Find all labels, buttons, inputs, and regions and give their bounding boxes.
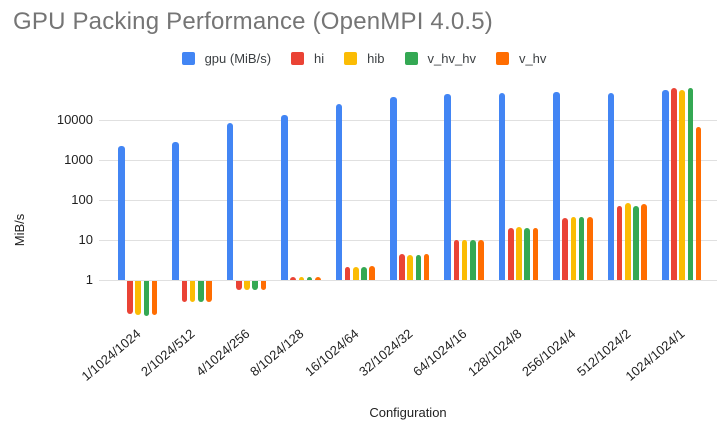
gridline bbox=[99, 280, 717, 281]
bar-v-hv-64-1024-16[interactable] bbox=[478, 240, 484, 280]
legend: gpu (MiB/s) hi hib v_hv_hv v_hv bbox=[0, 48, 728, 68]
bar-hib-16-1024-64[interactable] bbox=[353, 267, 359, 280]
bar-hib-32-1024-32[interactable] bbox=[407, 255, 413, 280]
bar-gpu-mib-s--2-1024-512[interactable] bbox=[172, 142, 179, 280]
bar-hib-8-1024-128[interactable] bbox=[298, 276, 305, 280]
legend-label: gpu (MiB/s) bbox=[204, 50, 272, 66]
y-tick-label: 1000 bbox=[64, 152, 93, 167]
bar-gpu-mib-s--16-1024-64[interactable] bbox=[335, 104, 343, 280]
bar-v-hv-hv-64-1024-16[interactable] bbox=[470, 240, 476, 280]
bar-gpu-mib-s--1-1024-1024[interactable] bbox=[118, 145, 125, 280]
bar-hi-1024-1024-1[interactable] bbox=[671, 88, 677, 280]
bar-hib-128-1024-8[interactable] bbox=[516, 227, 522, 280]
bar-hi-64-1024-16[interactable] bbox=[453, 240, 460, 280]
bar-hi-16-1024-64[interactable] bbox=[344, 267, 351, 280]
bar-hib-2-1024-512[interactable] bbox=[189, 281, 196, 302]
bar-hi-8-1024-128[interactable] bbox=[290, 276, 296, 280]
bar-hib-64-1024-16[interactable] bbox=[461, 240, 468, 280]
legend-item-v-hv-hv[interactable]: v_hv_hv bbox=[404, 50, 476, 66]
y-tick-label: 10000 bbox=[56, 112, 93, 127]
bar-v-hv-8-1024-128[interactable] bbox=[315, 276, 321, 280]
bar-hib-4-1024-256[interactable] bbox=[244, 281, 250, 290]
gridline bbox=[99, 120, 717, 121]
legend-item-hib[interactable]: hib bbox=[344, 50, 385, 66]
bar-hi-512-1024-2[interactable] bbox=[616, 205, 623, 280]
bar-hi-1-1024-1024[interactable] bbox=[127, 281, 133, 314]
bar-gpu-mib-s--8-1024-128[interactable] bbox=[281, 114, 288, 280]
bar-hib-256-1024-4[interactable] bbox=[570, 216, 577, 280]
gridline bbox=[99, 200, 717, 201]
bar-hi-2-1024-512[interactable] bbox=[181, 281, 188, 302]
y-tick-label: 1 bbox=[85, 272, 93, 287]
bar-v-hv-hv-16-1024-64[interactable] bbox=[361, 267, 367, 280]
bar-v-hv-4-1024-256[interactable] bbox=[260, 281, 267, 290]
bar-gpu-mib-s--64-1024-16[interactable] bbox=[444, 93, 451, 280]
bar-v-hv-512-1024-2[interactable] bbox=[641, 204, 647, 280]
bar-gpu-mib-s--1024-1024-1[interactable] bbox=[662, 90, 669, 280]
bar-gpu-mib-s--512-1024-2[interactable] bbox=[607, 92, 615, 280]
y-tick-label: 100 bbox=[71, 192, 93, 207]
bar-v-hv-hv-4-1024-256[interactable] bbox=[252, 281, 258, 290]
bar-v-hv-1-1024-1024[interactable] bbox=[151, 281, 158, 316]
bar-v-hv-2-1024-512[interactable] bbox=[206, 281, 212, 302]
bar-v-hv-32-1024-32[interactable] bbox=[423, 253, 430, 280]
bar-v-hv-hv-32-1024-32[interactable] bbox=[415, 254, 422, 280]
bar-v-hv-hv-2-1024-512[interactable] bbox=[198, 281, 204, 302]
bar-v-hv-hv-8-1024-128[interactable] bbox=[306, 276, 313, 280]
bar-hib-512-1024-2[interactable] bbox=[625, 203, 631, 280]
bar-hib-1-1024-1024[interactable] bbox=[135, 281, 141, 316]
bar-gpu-mib-s--256-1024-4[interactable] bbox=[553, 92, 560, 280]
legend-item-gpu-mib-s-[interactable]: gpu (MiB/s) bbox=[181, 50, 272, 66]
bar-hib-1024-1024-1[interactable] bbox=[679, 89, 685, 280]
bar-hi-128-1024-8[interactable] bbox=[508, 227, 514, 280]
legend-label: v_hv bbox=[518, 50, 547, 66]
bar-v-hv-hv-512-1024-2[interactable] bbox=[633, 205, 639, 280]
y-tick-label: 10 bbox=[78, 232, 93, 247]
bar-hi-4-1024-256[interactable] bbox=[236, 281, 242, 290]
legend-swatch-icon bbox=[344, 51, 358, 65]
bar-hi-32-1024-32[interactable] bbox=[399, 254, 405, 280]
legend-swatch-icon bbox=[181, 51, 195, 65]
legend-label: v_hv_hv bbox=[427, 50, 476, 66]
bar-v-hv-hv-128-1024-8[interactable] bbox=[524, 227, 530, 280]
y-axis-title: MiB/s bbox=[12, 213, 27, 247]
legend-item-hi[interactable]: hi bbox=[291, 51, 324, 66]
legend-label: hib bbox=[367, 50, 385, 66]
gridline bbox=[99, 240, 717, 241]
bar-v-hv-128-1024-8[interactable] bbox=[532, 227, 539, 280]
bar-gpu-mib-s--4-1024-256[interactable] bbox=[226, 122, 234, 280]
legend-swatch-icon bbox=[291, 51, 305, 65]
legend-item-v-hv[interactable]: v_hv bbox=[495, 50, 547, 66]
gridline bbox=[99, 160, 717, 161]
bar-v-hv-hv-1024-1024-1[interactable] bbox=[687, 88, 694, 280]
bar-v-hv-16-1024-64[interactable] bbox=[369, 266, 375, 280]
x-axis-title: Configuration bbox=[369, 405, 447, 420]
bar-v-hv-256-1024-4[interactable] bbox=[587, 216, 593, 280]
legend-swatch-icon bbox=[404, 51, 418, 65]
bar-hi-256-1024-4[interactable] bbox=[562, 218, 568, 280]
bar-gpu-mib-s--32-1024-32[interactable] bbox=[390, 96, 397, 280]
bar-gpu-mib-s--128-1024-8[interactable] bbox=[498, 92, 506, 280]
legend-swatch-icon bbox=[495, 51, 509, 65]
bar-v-hv-1024-1024-1[interactable] bbox=[695, 126, 702, 280]
chart-title: GPU Packing Performance (OpenMPI 4.0.5) bbox=[13, 8, 493, 35]
legend-label: hi bbox=[314, 50, 325, 66]
bar-v-hv-hv-1-1024-1024[interactable] bbox=[143, 281, 150, 317]
bar-v-hv-hv-256-1024-4[interactable] bbox=[578, 217, 585, 280]
